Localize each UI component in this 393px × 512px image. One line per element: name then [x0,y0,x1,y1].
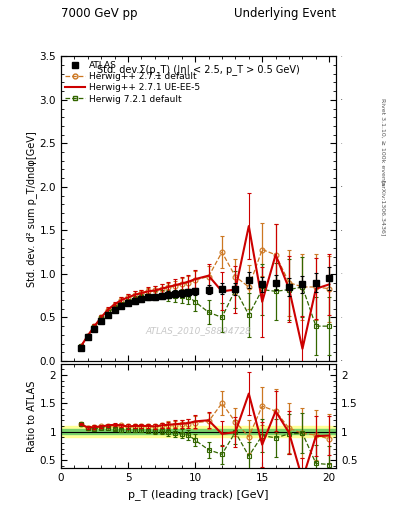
Bar [61,429,336,435]
Y-axis label: Std. dev. d² sum p_T/dndφ[GeV]: Std. dev. d² sum p_T/dndφ[GeV] [26,131,37,287]
Legend: ATLAS, Herwig++ 2.7.1 default, Herwig++ 2.7.1 UE-EE-5, Herwig 7.2.1 default: ATLAS, Herwig++ 2.7.1 default, Herwig++ … [64,59,202,105]
Text: [arXiv:1306.3436]: [arXiv:1306.3436] [381,180,386,237]
Text: Rivet 3.1.10, ≥ 100k events: Rivet 3.1.10, ≥ 100k events [381,98,386,185]
X-axis label: p_T (leading track) [GeV]: p_T (leading track) [GeV] [128,489,269,500]
Text: Std. dev.Σ(p_T) (|η| < 2.5, p_T > 0.5 GeV): Std. dev.Σ(p_T) (|η| < 2.5, p_T > 0.5 Ge… [97,64,300,75]
Bar [61,426,336,437]
Text: ATLAS_2010_S8894728: ATLAS_2010_S8894728 [145,326,252,335]
Text: 7000 GeV pp: 7000 GeV pp [61,8,138,20]
Text: Underlying Event: Underlying Event [234,8,336,20]
Y-axis label: Ratio to ATLAS: Ratio to ATLAS [27,380,37,452]
